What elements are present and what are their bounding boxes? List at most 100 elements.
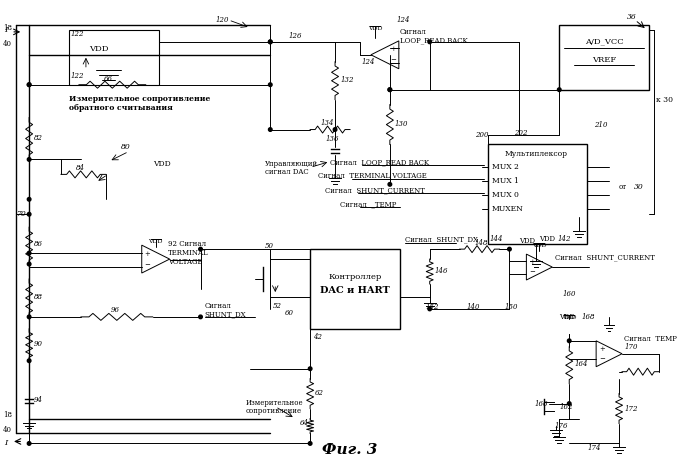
Text: 164: 164 bbox=[574, 360, 588, 368]
Text: DAC и HART: DAC и HART bbox=[320, 286, 390, 296]
Text: 18: 18 bbox=[3, 24, 12, 32]
Text: VREF: VREF bbox=[592, 56, 617, 64]
Text: MUX 2: MUX 2 bbox=[491, 163, 519, 171]
Text: VDD: VDD bbox=[152, 161, 171, 168]
Circle shape bbox=[27, 83, 31, 86]
Circle shape bbox=[333, 128, 337, 131]
Text: I: I bbox=[4, 439, 8, 448]
Circle shape bbox=[558, 88, 561, 91]
Text: 62: 62 bbox=[315, 389, 324, 397]
Text: 122: 122 bbox=[71, 30, 85, 38]
Text: 160: 160 bbox=[562, 290, 576, 298]
Circle shape bbox=[199, 315, 202, 319]
Text: 124: 124 bbox=[397, 16, 410, 24]
Text: Фиг. 3: Фиг. 3 bbox=[322, 443, 377, 458]
Text: 18: 18 bbox=[3, 410, 12, 419]
Text: Управляющий: Управляющий bbox=[266, 161, 319, 168]
Text: +: + bbox=[390, 45, 396, 53]
Circle shape bbox=[27, 213, 31, 216]
Bar bbox=[487, 145, 587, 244]
Text: 120: 120 bbox=[215, 16, 229, 24]
Text: +: + bbox=[145, 250, 150, 257]
Text: 170: 170 bbox=[624, 343, 637, 351]
Circle shape bbox=[507, 247, 511, 251]
Text: 146: 146 bbox=[435, 267, 448, 275]
Text: Мультиплексор: Мультиплексор bbox=[505, 151, 568, 158]
Circle shape bbox=[268, 128, 272, 131]
Text: 124: 124 bbox=[362, 58, 375, 66]
Text: VDD: VDD bbox=[89, 45, 108, 53]
Text: 90: 90 bbox=[34, 340, 43, 348]
Text: 132: 132 bbox=[340, 76, 354, 84]
Text: MUXEN: MUXEN bbox=[491, 205, 524, 213]
Text: VDD: VDD bbox=[540, 235, 555, 243]
Bar bbox=[310, 249, 400, 329]
Text: 136: 136 bbox=[325, 134, 338, 142]
Text: Измерительное: Измерительное bbox=[245, 398, 303, 407]
Circle shape bbox=[199, 247, 202, 251]
Circle shape bbox=[428, 307, 431, 311]
Text: VDD: VDD bbox=[148, 239, 163, 244]
Text: Контроллер: Контроллер bbox=[329, 273, 382, 281]
Text: 42: 42 bbox=[313, 333, 322, 341]
Text: 200: 200 bbox=[475, 130, 488, 139]
Text: MUX 0: MUX 0 bbox=[491, 191, 519, 199]
Text: VDD: VDD bbox=[562, 315, 577, 320]
Text: 82: 82 bbox=[34, 134, 43, 141]
Circle shape bbox=[388, 88, 391, 91]
Circle shape bbox=[568, 339, 571, 342]
Text: 202: 202 bbox=[514, 129, 528, 136]
Text: −: − bbox=[145, 261, 150, 269]
Text: 92 Сигнал: 92 Сигнал bbox=[168, 240, 206, 248]
Text: VDD: VDD bbox=[532, 243, 547, 248]
Text: 80: 80 bbox=[121, 144, 131, 151]
Circle shape bbox=[268, 83, 272, 86]
Text: 148: 148 bbox=[475, 239, 488, 247]
Text: 176: 176 bbox=[554, 422, 568, 431]
Text: Сигнал  SHUNT_CURRENT: Сигнал SHUNT_CURRENT bbox=[555, 253, 655, 261]
Text: Сигнал  _TEMP: Сигнал _TEMP bbox=[340, 200, 396, 208]
Text: 52: 52 bbox=[273, 302, 282, 310]
Text: 96: 96 bbox=[111, 306, 120, 314]
Text: 168: 168 bbox=[581, 313, 595, 321]
Text: 144: 144 bbox=[489, 235, 503, 243]
Circle shape bbox=[268, 40, 272, 44]
Text: 162: 162 bbox=[559, 403, 572, 410]
Circle shape bbox=[308, 367, 312, 370]
Text: 36: 36 bbox=[627, 13, 637, 21]
Circle shape bbox=[27, 252, 31, 255]
Text: 150: 150 bbox=[505, 303, 518, 311]
Text: 94: 94 bbox=[34, 396, 43, 403]
Circle shape bbox=[27, 359, 31, 363]
Circle shape bbox=[27, 262, 31, 266]
Text: 134: 134 bbox=[320, 118, 333, 127]
Text: +: + bbox=[529, 258, 535, 266]
Text: +: + bbox=[599, 345, 605, 353]
Text: LOOP_READ BACK: LOOP_READ BACK bbox=[400, 37, 468, 45]
Text: Сигнал  SHUNT_DX: Сигнал SHUNT_DX bbox=[405, 235, 478, 243]
Text: 142: 142 bbox=[557, 235, 571, 243]
Text: 84: 84 bbox=[76, 164, 85, 173]
Text: 210: 210 bbox=[594, 121, 607, 129]
Circle shape bbox=[308, 442, 312, 445]
Text: 152: 152 bbox=[426, 303, 439, 311]
Circle shape bbox=[27, 83, 31, 86]
Text: VDD: VDD bbox=[559, 313, 575, 321]
Text: Сигнал: Сигнал bbox=[400, 28, 426, 36]
Text: 172: 172 bbox=[624, 404, 637, 413]
Circle shape bbox=[27, 157, 31, 161]
Text: −: − bbox=[599, 355, 605, 363]
Text: от: от bbox=[619, 183, 627, 191]
Circle shape bbox=[388, 183, 391, 186]
Text: Сигнал  SHUNT_CURRENT: Сигнал SHUNT_CURRENT bbox=[325, 186, 425, 194]
Circle shape bbox=[27, 442, 31, 445]
Text: 166: 166 bbox=[534, 400, 548, 408]
Text: VDD: VDD bbox=[519, 237, 535, 245]
Text: 126: 126 bbox=[288, 32, 302, 40]
Text: к 30: к 30 bbox=[656, 95, 673, 104]
Circle shape bbox=[568, 402, 571, 405]
Text: 50: 50 bbox=[266, 242, 274, 250]
Text: −: − bbox=[390, 56, 396, 64]
Text: −: − bbox=[529, 268, 535, 276]
Text: MUX 1: MUX 1 bbox=[491, 177, 519, 185]
